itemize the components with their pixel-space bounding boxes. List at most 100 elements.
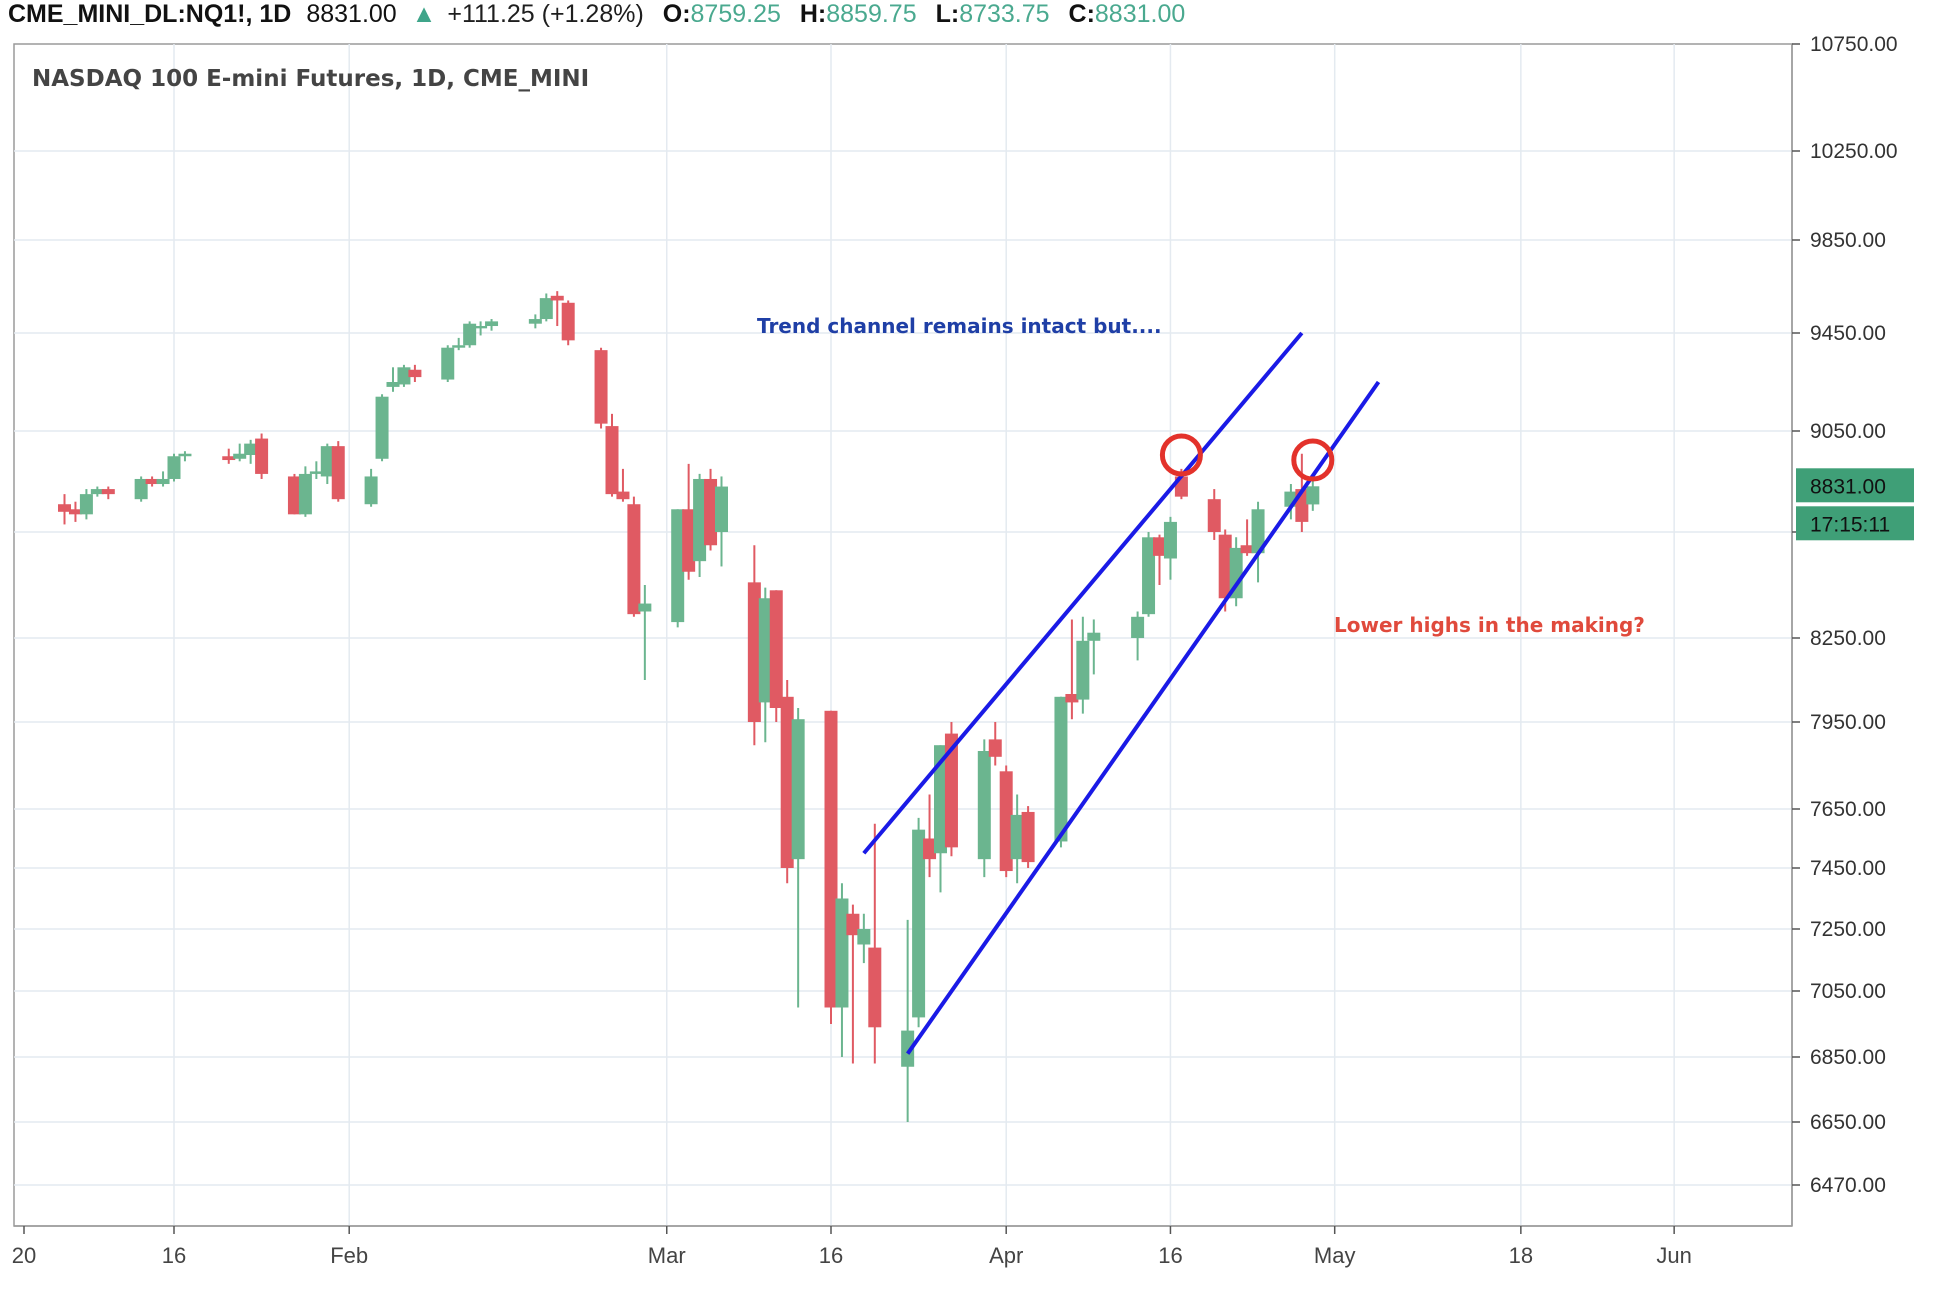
price-badges: 8831.00 17:15:11 xyxy=(1796,468,1914,541)
candle-body xyxy=(638,603,652,612)
price-tick-label: 7950.00 xyxy=(1810,711,1886,734)
candle xyxy=(758,587,772,743)
candle-body xyxy=(244,443,258,455)
candle xyxy=(309,461,323,479)
up-arrow-icon: ▲ xyxy=(411,0,437,28)
time-tick-label: Feb xyxy=(330,1243,368,1268)
candle-body xyxy=(397,367,411,385)
candle xyxy=(923,794,937,878)
candle xyxy=(1065,619,1079,720)
trend-channel-line[interactable] xyxy=(862,331,1304,855)
candle xyxy=(835,883,849,1057)
grid xyxy=(13,43,1793,1227)
candle-body xyxy=(561,302,575,341)
candle-body xyxy=(715,486,728,532)
candle xyxy=(780,680,794,884)
time-tick-label: May xyxy=(1314,1243,1356,1268)
candle xyxy=(539,293,553,322)
candle xyxy=(791,708,805,1008)
trend-channel-line[interactable] xyxy=(906,380,1381,1055)
candle xyxy=(1131,611,1145,661)
price-tick-label: 7450.00 xyxy=(1810,857,1886,880)
candle-body xyxy=(134,478,148,500)
candle xyxy=(682,463,696,580)
candle-body xyxy=(1054,696,1068,842)
candle xyxy=(1153,534,1166,585)
candle xyxy=(1251,501,1265,583)
candle-body xyxy=(1021,811,1035,863)
open-label: O: xyxy=(662,0,691,28)
price-tick-label: 10750.00 xyxy=(1810,33,1898,56)
price-tick-label: 10250.00 xyxy=(1810,140,1898,163)
candle xyxy=(1240,519,1254,556)
candle xyxy=(145,476,159,487)
candle xyxy=(90,486,104,497)
candle xyxy=(1142,532,1156,617)
plot-area xyxy=(13,43,1793,1227)
candle xyxy=(485,319,499,331)
candle-body xyxy=(233,453,247,459)
candle-body xyxy=(90,489,104,495)
candle xyxy=(857,913,871,964)
candle xyxy=(550,291,564,327)
annotation-lower-highs: Lower highs in the making? xyxy=(1334,613,1645,637)
candle-body xyxy=(769,590,783,708)
candle xyxy=(715,476,728,567)
highlight-circle[interactable] xyxy=(1159,433,1203,477)
candle-body xyxy=(287,476,301,515)
candle xyxy=(364,468,378,507)
open-value: 8759.25 xyxy=(690,0,781,28)
candle-body xyxy=(156,478,170,485)
candle-body xyxy=(539,298,553,320)
price-tick-label: 9050.00 xyxy=(1810,420,1886,443)
drawings xyxy=(862,331,1381,1055)
candle xyxy=(868,823,882,1064)
candle xyxy=(320,443,334,485)
candle-body xyxy=(999,771,1013,872)
candle xyxy=(627,496,641,617)
candle xyxy=(944,722,958,857)
candle-body xyxy=(1010,814,1024,860)
price-tick-label: 6470.00 xyxy=(1810,1174,1886,1197)
candle xyxy=(616,468,630,502)
candle xyxy=(375,394,389,462)
symbol-name[interactable]: CME_MINI_DL:NQ1!, 1D xyxy=(8,0,292,28)
candle-body xyxy=(901,1030,915,1067)
candle xyxy=(901,919,915,1122)
price-tick-label: 6850.00 xyxy=(1810,1046,1886,1069)
candle-body xyxy=(1306,486,1320,505)
candle-body xyxy=(923,838,937,860)
price-tick-label: 6650.00 xyxy=(1810,1111,1886,1134)
candle-body xyxy=(944,733,958,848)
candle-body xyxy=(682,509,696,572)
candle xyxy=(1163,516,1177,580)
candle-body xyxy=(868,947,882,1028)
highlight-circle[interactable] xyxy=(1291,438,1335,482)
candle-body xyxy=(1065,694,1079,703)
candle xyxy=(561,300,575,346)
candle-body xyxy=(79,494,93,515)
candle-body xyxy=(1240,545,1254,554)
candle xyxy=(988,722,1002,766)
time-tick-label: Jun xyxy=(1656,1243,1691,1268)
time-axis[interactable]: 20 16 Feb Mar 16 Apr 16 May 18 Jun xyxy=(12,1225,1792,1268)
candle-body xyxy=(605,426,619,495)
price-axis[interactable]: 10750.0010250.009850.009450.009050.00865… xyxy=(1791,33,1898,1226)
candle xyxy=(769,590,783,722)
time-tick-label: 16 xyxy=(1158,1243,1182,1268)
time-tick-label: Mar xyxy=(648,1243,686,1268)
price-change: +111.25 (+1.28%) xyxy=(447,0,644,28)
time-tick-label: 18 xyxy=(1509,1243,1533,1268)
candle-body xyxy=(988,739,1002,757)
candle-body xyxy=(627,504,641,615)
candle xyxy=(287,473,301,515)
candle-body xyxy=(1207,499,1221,532)
candle xyxy=(452,337,466,351)
symbol-header: CME_MINI_DL:NQ1!, 1D 8831.00 ▲ +111.25 (… xyxy=(8,0,1185,32)
price-tick-label: 7650.00 xyxy=(1810,798,1886,821)
candle-body xyxy=(408,369,422,378)
candle xyxy=(977,739,991,878)
candle xyxy=(474,321,488,336)
candle-body xyxy=(364,476,378,505)
